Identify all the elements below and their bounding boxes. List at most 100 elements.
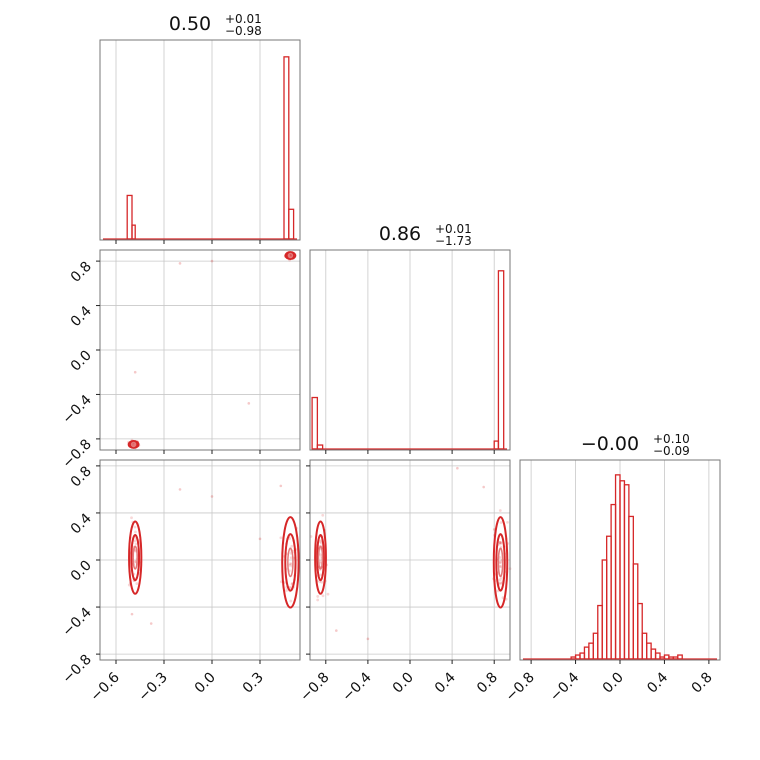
panel-diag-2: 0.86 +0.01−1.73	[309, 222, 511, 454]
density-contour	[492, 516, 509, 609]
density-contour	[314, 520, 327, 595]
title-plus: +0.10	[653, 432, 690, 446]
x-tick-label: 0.0	[192, 670, 219, 697]
density-contour	[287, 252, 294, 259]
scatter-point	[366, 637, 370, 641]
scatter-point	[319, 561, 323, 565]
scatter-point	[130, 612, 134, 616]
hist-bar	[610, 503, 617, 660]
scatter-point	[178, 488, 182, 491]
hist-bar	[646, 642, 652, 660]
scatter-point	[498, 581, 502, 585]
x-tick-label: −0.4	[339, 669, 374, 704]
scatter-point	[285, 589, 288, 592]
scatter-point	[456, 466, 459, 470]
scatter-point	[134, 560, 137, 563]
hist-bar	[126, 194, 133, 240]
scatter-point	[149, 622, 153, 625]
hist-bar	[131, 224, 136, 240]
scatter-point	[134, 542, 138, 546]
panel-row2-col1: −0.8 −0.4 0.0 0.4 0.8	[59, 249, 301, 472]
scatter-point	[134, 530, 137, 534]
hist-bar	[601, 559, 608, 660]
scatter-point	[319, 553, 322, 557]
scatter-point	[499, 541, 502, 544]
scatter-point	[318, 540, 322, 544]
scatter-point	[499, 565, 503, 569]
hist-bar	[588, 642, 594, 660]
hist-bar	[288, 208, 295, 240]
y-tick-label: −0.8	[59, 436, 94, 471]
density-contour	[127, 440, 140, 449]
scatter-point	[335, 629, 338, 632]
scatter-point	[498, 509, 502, 512]
x-tick-label: −0.6	[87, 669, 122, 704]
scatter-point	[498, 561, 502, 565]
hist-bar	[637, 602, 643, 660]
title-minus: −1.73	[435, 234, 472, 248]
hist-bar	[606, 535, 612, 660]
scatter-point	[289, 556, 293, 560]
y-tick-label: −0.8	[59, 652, 94, 687]
density-contour	[281, 516, 300, 609]
hist-bar	[650, 648, 657, 660]
scatter-point	[498, 541, 502, 544]
title-minus: −0.09	[653, 444, 690, 458]
scatter-point	[247, 402, 251, 405]
scatter-point	[482, 485, 485, 489]
title-minus: −0.98	[225, 24, 262, 38]
scatter-point	[498, 542, 502, 546]
scatter-point	[506, 520, 509, 524]
x-tick-label: 0.0	[600, 670, 627, 697]
density-contour	[317, 545, 324, 570]
x-tick-label: 0.8	[474, 670, 501, 697]
scatter-point	[210, 495, 214, 498]
scatter-point	[321, 594, 325, 598]
scatter-point	[320, 580, 324, 584]
y-tick-label: 0.0	[68, 558, 95, 585]
scatter-point	[316, 595, 320, 598]
scatter-point	[130, 516, 133, 520]
scatter-point	[289, 599, 293, 603]
hist-bar	[623, 484, 630, 660]
density-contour	[284, 533, 297, 592]
panel-title: −0.00	[581, 433, 639, 455]
density-contour	[130, 441, 137, 448]
scatter-point	[288, 563, 292, 567]
hist-bar	[579, 652, 586, 660]
x-tick-label: −0.3	[135, 670, 170, 705]
scatter-point	[498, 541, 502, 544]
title-value: 0.86	[379, 223, 421, 245]
panel-diag-1: 0.50 +0.01−0.98	[99, 12, 301, 244]
scatter-point	[279, 484, 283, 488]
title-value: 0.50	[169, 13, 211, 35]
scatter-point	[316, 598, 320, 602]
y-tick-label: 0.8	[68, 259, 95, 286]
hist-bar	[597, 604, 603, 660]
hist-bar	[619, 480, 626, 660]
density-contour	[495, 533, 506, 592]
scatter-point	[133, 525, 137, 529]
scatter-point	[133, 370, 137, 374]
panel-diag-3: −0.00 +0.10−0.09 −0.8 −0.4 0.0 0.4 0.8	[503, 432, 721, 705]
scatter-point	[492, 528, 496, 531]
density-contour	[130, 534, 141, 582]
x-tick-label: −0.8	[503, 670, 538, 705]
scatter-point	[210, 259, 214, 263]
scatter-point	[499, 521, 503, 524]
density-contour	[284, 251, 297, 260]
hist-bar	[311, 396, 319, 450]
x-tick-label: −0.4	[547, 669, 582, 704]
scatter-point	[326, 592, 330, 596]
hist-bar	[628, 515, 634, 660]
panel-title: 0.50	[169, 13, 211, 35]
scatter-point	[135, 582, 139, 585]
panel-row3-col2: −0.8 −0.4 0.0 0.4 0.8	[297, 459, 512, 705]
density-contour	[497, 547, 504, 578]
density-contour	[128, 520, 143, 595]
scatter-point	[290, 544, 294, 548]
hist-bar	[592, 632, 599, 660]
scatter-point	[258, 537, 262, 541]
scatter-point	[127, 583, 131, 587]
x-tick-label: −0.8	[297, 670, 332, 705]
